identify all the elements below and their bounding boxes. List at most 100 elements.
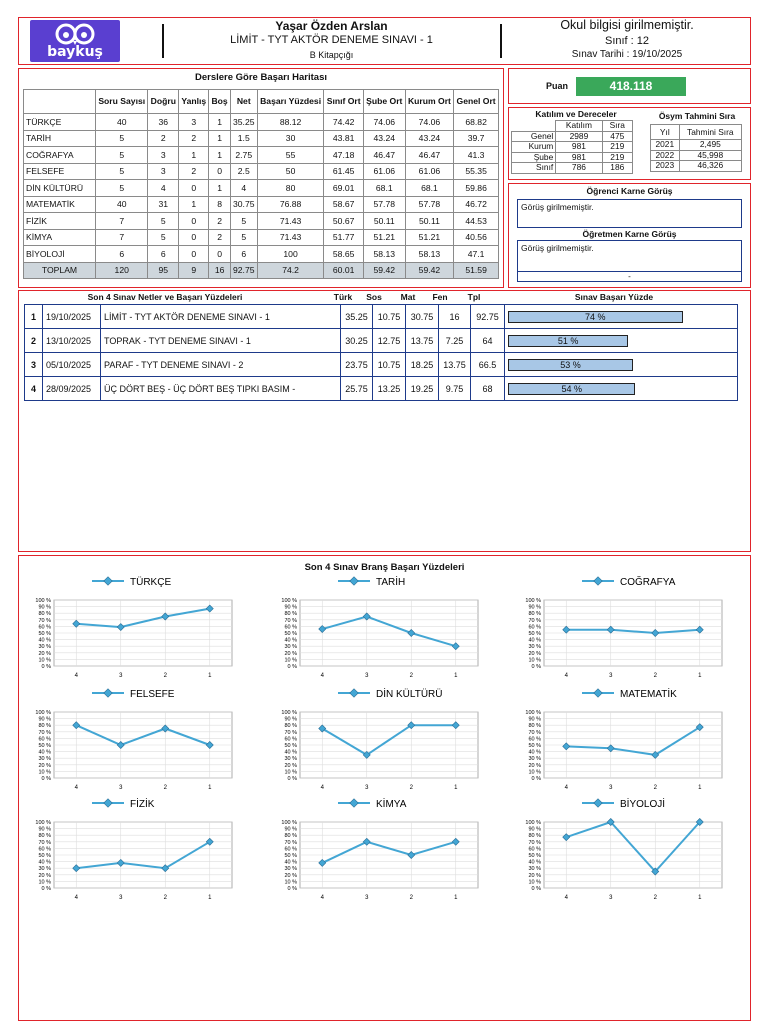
exam-name: LİMİT - TYT AKTÖR DENEME SINAVI - 1	[100, 304, 341, 329]
table-cell: KİMYA	[23, 228, 96, 246]
y-tick-label: 80 %	[38, 723, 51, 729]
exam-date: 05/10/2025	[42, 352, 101, 377]
y-tick-label: 10 %	[528, 769, 541, 775]
y-tick-label: 80 %	[284, 611, 297, 617]
y-tick-label: 60 %	[284, 624, 297, 630]
col-header	[23, 89, 96, 114]
table-cell: 1	[208, 179, 231, 197]
x-tick-label: 1	[698, 785, 702, 791]
exam-tpl: 92.75	[470, 304, 505, 329]
table-cell: DİN KÜLTÜRÜ	[23, 179, 96, 197]
table-cell: 47.18	[323, 146, 364, 164]
legend-label: TÜRKÇE	[130, 576, 171, 588]
y-tick-label: 30 %	[284, 866, 297, 872]
table-cell: 40	[94, 195, 149, 213]
exam-tpl: 64	[470, 328, 505, 353]
y-tick-label: 40 %	[528, 750, 541, 756]
success-map-table: Soru Sayısı Doğru Yanlış Boş Net Başarı Yüzde…	[23, 89, 499, 279]
table-cell: 0	[178, 212, 210, 230]
branch-chart-0: TÜRKÇE 0 %10 %20 %30 %40 %50 %60 %70 %80 …	[35, 576, 233, 679]
success-map-body: TÜRKÇE 40 36 3 1 35.25 88.12 74.42 74.06 74.06 68.…	[23, 113, 499, 279]
table-cell: 35.25	[229, 113, 258, 131]
x-tick-label: 1	[454, 785, 458, 791]
logo-text: baykuş	[47, 44, 103, 60]
y-tick-label: 20 %	[38, 651, 51, 657]
y-tick-label: 0 %	[42, 664, 52, 670]
branch-chart-6: FİZİK 0 %10 %20 %30 %40 %50 %60 %70 %80 %…	[35, 797, 233, 901]
column-title: Türk	[333, 292, 353, 302]
y-tick-label: 100 %	[281, 710, 297, 716]
data-point	[407, 851, 416, 859]
y-tick-label: 90 %	[38, 827, 51, 833]
table-row: Şube 981 219	[510, 151, 634, 163]
table-cell: 3	[178, 113, 210, 131]
col-header: Yıl	[650, 124, 680, 140]
data-point	[161, 612, 170, 621]
series-line	[565, 820, 701, 873]
exam-row: 2 13/10/2025 TOPRAK - TYT DENEME SINAVI - …	[24, 328, 738, 353]
table-cell: 0	[208, 162, 231, 180]
table-row: 2023 46,326	[650, 160, 743, 172]
table-cell: 40	[94, 113, 149, 131]
y-tick-label: 70 %	[528, 730, 541, 736]
table-cell: 6	[147, 245, 180, 263]
col-header: Net	[229, 89, 258, 114]
y-tick-label: 0 %	[532, 776, 542, 782]
y-tick-label: 60 %	[528, 624, 541, 630]
table-cell: 43.24	[362, 129, 406, 147]
exam-bar-cell: 53 %	[504, 352, 738, 377]
y-tick-label: 40 %	[284, 860, 297, 866]
exam-turk: 25.75	[340, 376, 373, 401]
legend-marker	[593, 576, 603, 586]
table-cell: 36	[147, 113, 180, 131]
y-tick-label: 100 %	[525, 598, 541, 604]
table-cell: 6	[229, 245, 258, 263]
legend-marker	[593, 688, 603, 698]
table-cell: 4	[147, 179, 180, 197]
table-cell: 74.42	[323, 113, 364, 131]
legend-marker	[593, 798, 603, 808]
x-tick-label: 4	[75, 673, 79, 679]
table-cell: 981	[555, 141, 603, 153]
exam-date: 28/09/2025	[42, 376, 101, 401]
table-cell: Kurum	[510, 141, 557, 153]
table-cell: 2	[178, 162, 210, 180]
y-tick-label: 60 %	[38, 736, 51, 742]
y-tick-label: 20 %	[284, 651, 297, 657]
data-point	[606, 818, 615, 826]
views-section	[508, 183, 751, 288]
table-cell: 74.06	[362, 113, 406, 131]
total-cell: TOPLAM	[23, 261, 96, 279]
student-view-text: Görüş girilmemiştir.	[521, 202, 594, 212]
y-tick-label: 20 %	[284, 763, 297, 769]
col-header: Boş	[208, 89, 231, 114]
y-tick-label: 50 %	[38, 743, 51, 749]
col-header: Genel Ort	[453, 89, 499, 114]
table-cell: 74.06	[404, 113, 455, 131]
y-tick-label: 20 %	[38, 873, 51, 879]
table-cell: 58.13	[404, 245, 455, 263]
series-line	[321, 840, 457, 864]
legend-label: FELSEFE	[130, 689, 175, 700]
data-point	[606, 625, 615, 634]
table-cell: 61.06	[362, 162, 406, 180]
table-row: COĞRAFYA 5 3 1 1 2.75 55 47.18 46.47 46.47 41.3	[23, 146, 499, 164]
data-point	[695, 723, 704, 732]
y-tick-label: 50 %	[38, 853, 51, 859]
y-tick-label: 80 %	[38, 833, 51, 839]
y-tick-label: 40 %	[284, 750, 297, 756]
x-tick-label: 2	[654, 895, 658, 901]
data-point	[562, 742, 571, 751]
table-cell: 58.13	[362, 245, 406, 263]
exam-bar-cell: 74 %	[504, 304, 738, 329]
legend-label: COĞRAFYA	[620, 575, 676, 588]
table-cell: Sınıf	[510, 162, 557, 174]
y-tick-label: 0 %	[532, 664, 542, 670]
y-tick-label: 50 %	[528, 853, 541, 859]
data-point	[161, 724, 170, 733]
table-row: TÜRKÇE 40 36 3 1 35.25 88.12 74.42 74.06 74.06 68.…	[23, 113, 499, 131]
header-section	[18, 17, 751, 65]
x-tick-label: 3	[119, 673, 123, 679]
y-tick-label: 80 %	[38, 611, 51, 617]
table-cell: MATEMATİK	[23, 195, 96, 213]
